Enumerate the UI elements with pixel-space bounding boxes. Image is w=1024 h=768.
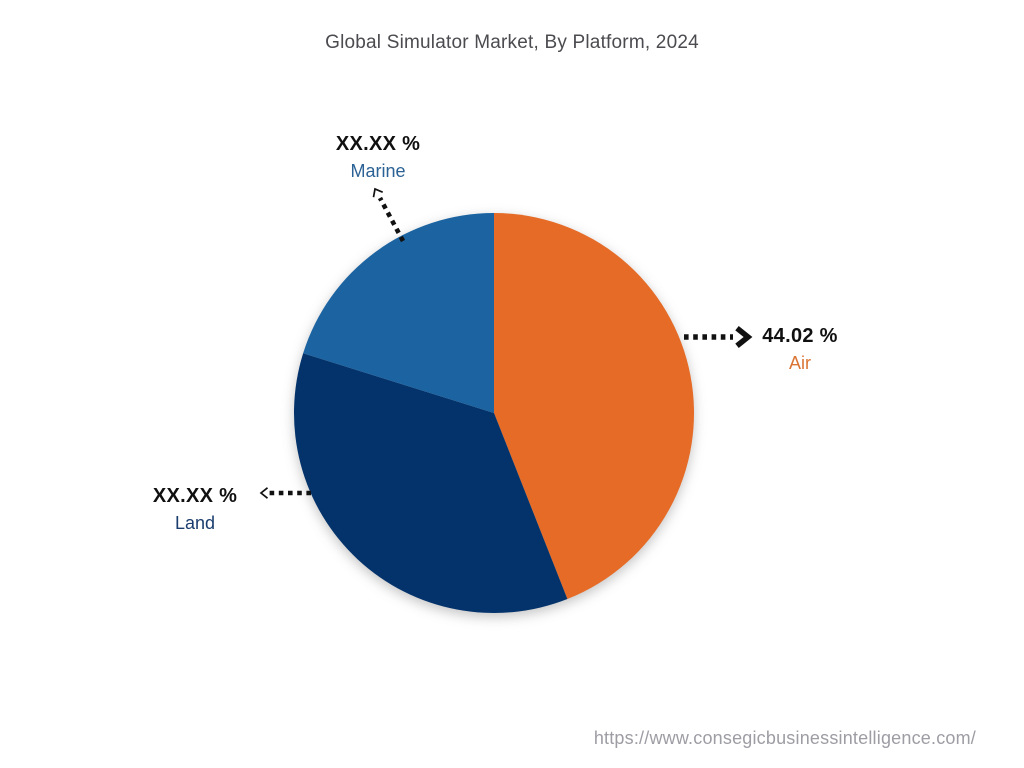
leader-line-marine — [377, 196, 406, 243]
pie-slice-air — [494, 212, 695, 600]
pie-slices — [293, 212, 695, 614]
arrowhead-land-icon — [259, 487, 269, 499]
marine-value-label: XX.XX % — [335, 133, 421, 155]
air-name-label: Air — [789, 353, 811, 373]
marine-name-label: Marine — [350, 161, 406, 181]
pie-slice-land — [293, 353, 568, 614]
label-air: 44.02 % Air — [750, 323, 850, 377]
label-marine: XX.XX % Marine — [315, 131, 441, 185]
label-land: XX.XX % Land — [133, 483, 257, 537]
annotation-arrows — [259, 187, 753, 499]
chart-title: Global Simulator Market, By Platform, 20… — [325, 32, 699, 53]
pie-slice-marine — [303, 213, 494, 413]
land-name-label: Land — [174, 513, 216, 533]
arrowhead-air-icon — [735, 326, 753, 348]
air-value-label: 44.02 % — [762, 325, 838, 347]
arrowhead-marine-icon — [372, 187, 384, 198]
source-url: https://www.consegicbusinessintelligence… — [593, 728, 976, 748]
land-value-label: XX.XX % — [152, 485, 238, 507]
